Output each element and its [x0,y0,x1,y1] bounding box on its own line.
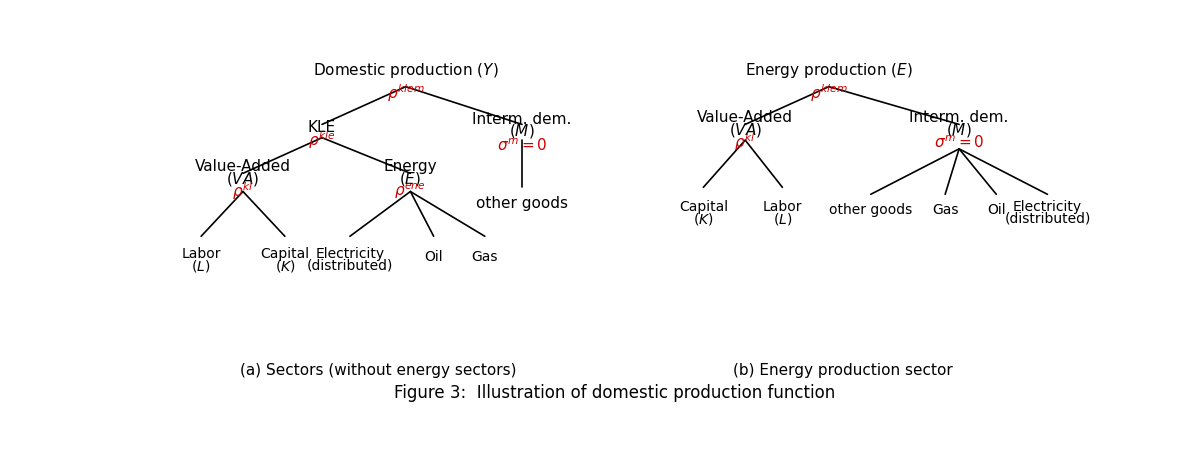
Text: (distributed): (distributed) [1004,212,1091,226]
Text: $\rho^{kl}$: $\rho^{kl}$ [734,132,756,153]
Text: Gas: Gas [932,203,959,217]
Text: other goods: other goods [476,196,568,211]
Text: ($E$): ($E$) [400,170,421,188]
Text: Oil: Oil [986,203,1006,217]
Text: $\rho^{kle}$: $\rho^{kle}$ [308,129,336,151]
Text: Value-Added: Value-Added [697,110,793,125]
Text: Capital: Capital [260,247,310,261]
Text: ($M$): ($M$) [947,121,972,138]
Text: Electricity: Electricity [316,247,384,261]
Text: ($VA$): ($VA$) [728,121,762,138]
Text: $\sigma^m = 0$: $\sigma^m = 0$ [934,134,984,151]
Text: Oil: Oil [425,250,443,264]
Text: (distributed): (distributed) [307,259,394,273]
Text: Value-Added: Value-Added [194,159,292,174]
Text: Domestic production ($Y$): Domestic production ($Y$) [313,61,498,80]
Text: Capital: Capital [679,200,728,213]
Text: $\rho^{klem}$: $\rho^{klem}$ [810,82,847,104]
Text: ($M$): ($M$) [509,123,535,140]
Text: ($L$): ($L$) [192,258,211,274]
Text: $\sigma^m = 0$: $\sigma^m = 0$ [497,137,547,153]
Text: other goods: other goods [829,203,912,217]
Text: (a) Sectors (without energy sectors): (a) Sectors (without energy sectors) [240,363,516,378]
Text: ($L$): ($L$) [773,211,792,227]
Text: $\rho^{klem}$: $\rho^{klem}$ [386,82,425,104]
Text: Electricity: Electricity [1013,200,1082,213]
Text: Interm. dem.: Interm. dem. [910,110,1009,125]
Text: Labor: Labor [763,200,802,213]
Text: Energy production ($E$): Energy production ($E$) [745,61,913,80]
Text: Gas: Gas [472,250,498,264]
Text: Figure 3:  Illustration of domestic production function: Figure 3: Illustration of domestic produ… [395,384,835,402]
Text: KLE: KLE [308,120,336,135]
Text: Labor: Labor [181,247,221,261]
Text: $\rho^{kl}$: $\rho^{kl}$ [233,181,253,202]
Text: ($VA$): ($VA$) [227,170,259,188]
Text: Interm. dem.: Interm. dem. [473,112,571,127]
Text: $\rho^{ene}$: $\rho^{ene}$ [395,182,426,201]
Text: ($K$): ($K$) [694,211,714,227]
Text: Energy: Energy [384,159,437,174]
Text: (b) Energy production sector: (b) Energy production sector [733,363,953,378]
Text: ($K$): ($K$) [275,258,295,274]
